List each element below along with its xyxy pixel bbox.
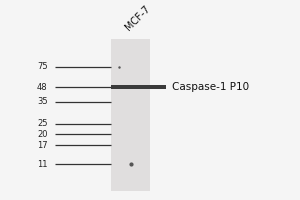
Bar: [111, 39, 150, 191]
Text: 11: 11: [37, 160, 47, 169]
Text: 75: 75: [37, 62, 47, 71]
Text: 48: 48: [37, 83, 47, 92]
Text: 25: 25: [37, 119, 47, 128]
Bar: [111, 85, 166, 89]
Text: 20: 20: [37, 130, 47, 139]
Text: 17: 17: [37, 141, 47, 150]
Text: 35: 35: [37, 97, 47, 106]
Text: Caspase-1 P10: Caspase-1 P10: [172, 82, 249, 92]
Text: MCF-7: MCF-7: [124, 4, 152, 32]
